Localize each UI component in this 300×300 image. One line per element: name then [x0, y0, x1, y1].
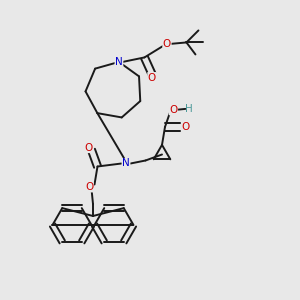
Text: O: O: [84, 142, 93, 153]
Text: N: N: [115, 57, 123, 67]
Text: O: O: [85, 182, 93, 192]
Text: O: O: [169, 105, 178, 115]
Text: N: N: [122, 158, 130, 169]
Text: H: H: [185, 104, 193, 114]
Text: O: O: [163, 39, 171, 49]
Text: O: O: [148, 73, 156, 82]
Text: O: O: [181, 122, 190, 132]
